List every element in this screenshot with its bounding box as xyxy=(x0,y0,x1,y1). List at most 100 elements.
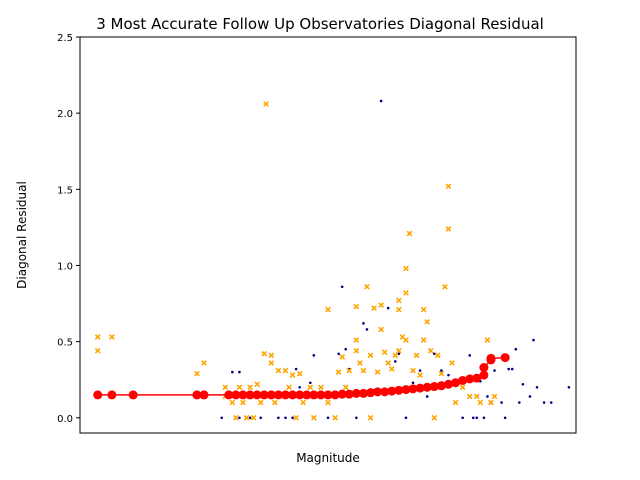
data-point xyxy=(518,401,521,404)
trend-point xyxy=(408,384,418,394)
data-point xyxy=(238,370,241,374)
data-point xyxy=(365,328,369,331)
trend-point xyxy=(259,390,269,400)
data-point xyxy=(364,283,370,290)
data-point xyxy=(445,226,452,232)
data-point xyxy=(510,367,514,371)
data-point xyxy=(312,354,316,357)
trend-point xyxy=(224,390,234,400)
data-point xyxy=(236,384,243,391)
data-point xyxy=(477,399,484,406)
data-point xyxy=(381,349,388,356)
trend-point xyxy=(500,353,510,363)
trend-point xyxy=(231,390,241,400)
data-point xyxy=(263,101,269,107)
data-point xyxy=(475,416,479,420)
data-point xyxy=(353,347,360,354)
data-point xyxy=(392,352,399,359)
trend-point xyxy=(252,390,262,400)
data-point xyxy=(298,386,301,389)
data-point xyxy=(308,381,312,385)
data-point xyxy=(344,347,348,351)
trend-point xyxy=(479,363,489,373)
data-point xyxy=(194,370,200,377)
data-point xyxy=(240,399,246,406)
data-point xyxy=(94,334,101,340)
data-point xyxy=(500,401,503,404)
trend-point xyxy=(245,390,255,400)
data-point xyxy=(486,395,489,398)
data-point xyxy=(493,369,496,372)
trend-point xyxy=(465,374,475,384)
series-1 xyxy=(220,99,571,420)
data-point xyxy=(395,297,402,304)
data-point xyxy=(233,414,239,421)
trend-point xyxy=(351,388,361,398)
data-point xyxy=(362,322,365,325)
y-axis-label: Diagonal Residual xyxy=(15,181,29,289)
trend-point xyxy=(344,389,354,399)
data-point xyxy=(293,414,299,421)
trend-point xyxy=(93,390,103,400)
data-point xyxy=(337,352,340,356)
y-tick-label: 1.5 xyxy=(57,185,73,196)
data-point xyxy=(385,360,392,366)
data-point xyxy=(284,416,287,420)
trend-point xyxy=(443,379,453,389)
series-3 xyxy=(93,353,510,400)
data-point xyxy=(357,360,363,366)
data-point xyxy=(403,265,409,272)
data-point xyxy=(461,416,464,420)
trend-point xyxy=(199,390,209,400)
data-point xyxy=(532,338,535,342)
plot-frame xyxy=(79,36,577,434)
data-marks xyxy=(93,99,571,421)
data-point xyxy=(420,337,427,343)
data-point xyxy=(238,416,241,420)
data-point xyxy=(452,399,459,406)
trend-point xyxy=(436,381,446,391)
trend-point xyxy=(280,390,290,400)
data-point xyxy=(220,416,224,420)
data-point xyxy=(388,366,395,372)
data-point xyxy=(261,350,268,357)
trend-point xyxy=(486,353,496,363)
chart-title: 3 Most Accurate Follow Up Observatories … xyxy=(96,15,544,33)
trend-point xyxy=(429,382,439,392)
data-point xyxy=(482,416,486,420)
data-point xyxy=(222,384,229,391)
data-point xyxy=(403,337,409,343)
data-point xyxy=(445,183,452,190)
data-point xyxy=(250,414,257,421)
data-point xyxy=(413,352,420,359)
data-point xyxy=(367,414,374,421)
data-point xyxy=(339,353,346,360)
trend-point xyxy=(415,383,425,393)
data-point xyxy=(395,347,402,354)
trend-point xyxy=(295,390,305,400)
trend-point xyxy=(401,385,411,395)
x-axis-label: Magnitude xyxy=(296,451,360,465)
y-tick-label: 0.5 xyxy=(57,338,73,349)
data-point xyxy=(418,369,422,372)
data-point xyxy=(268,360,275,366)
data-point xyxy=(440,369,443,372)
data-point xyxy=(378,302,385,308)
trend-point xyxy=(451,378,461,388)
trend-point xyxy=(288,390,298,400)
data-point xyxy=(277,416,280,420)
data-point xyxy=(403,290,409,296)
data-point xyxy=(488,399,494,406)
data-point xyxy=(296,370,303,377)
data-point xyxy=(94,347,101,354)
trend-point xyxy=(387,386,397,396)
data-point xyxy=(411,381,415,385)
trend-point xyxy=(302,390,312,400)
data-point xyxy=(374,369,381,375)
data-point xyxy=(307,384,314,391)
data-point xyxy=(406,230,413,237)
data-point xyxy=(507,367,510,371)
data-point xyxy=(420,306,427,313)
data-point xyxy=(254,381,261,388)
